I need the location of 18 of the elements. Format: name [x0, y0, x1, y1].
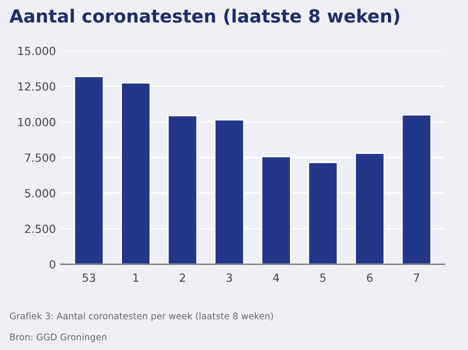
- y-tick-label: 7.500: [25, 153, 56, 162]
- x-tick-label: 3: [226, 273, 232, 282]
- y-tick-label: 5.000: [25, 189, 56, 198]
- x-tick-label: 7: [414, 274, 420, 282]
- y-tick-label: 15.000: [18, 46, 56, 56]
- x-tick-label: 4: [273, 274, 280, 282]
- y-tick-label: 2.500: [24, 224, 56, 234]
- x-tick-label: 2: [180, 273, 185, 282]
- y-tick-label: 0: [50, 260, 56, 269]
- x-tick-label: 5: [320, 274, 326, 282]
- text: Grafiek 3: Aantal coronatesten per week (laatste 8 weken): [10, 312, 273, 322]
- y-tick-label: 12.500: [18, 82, 56, 91]
- x-tick-label: 1: [133, 274, 138, 282]
- text: Bron: GGD Groningen: [10, 333, 106, 342]
- chart-title: Aantal coronatesten (laatste 8 weken): [9, 8, 400, 25]
- x-tick-label: 6: [366, 273, 373, 282]
- y-tick-label: 10.000: [18, 118, 56, 126]
- x-tick-label: 53: [82, 273, 96, 282]
